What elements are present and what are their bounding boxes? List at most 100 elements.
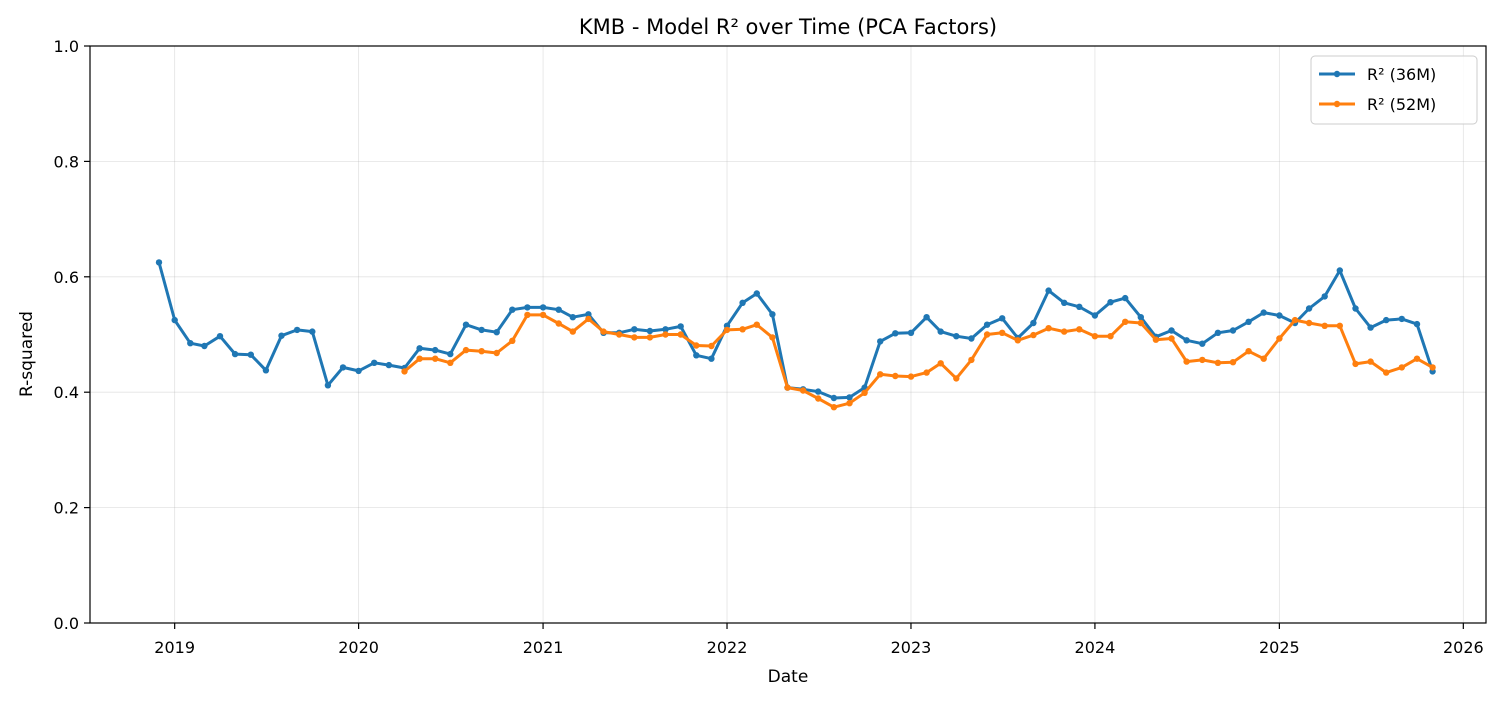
data-point	[1183, 358, 1190, 365]
data-point	[877, 338, 884, 345]
data-point	[462, 321, 470, 328]
data-point	[784, 384, 791, 391]
data-point	[416, 345, 423, 352]
data-point	[1137, 314, 1145, 321]
legend-label: R² (52M)	[1367, 95, 1436, 114]
data-point	[1413, 355, 1421, 362]
data-point	[631, 326, 638, 333]
data-point	[815, 395, 822, 402]
data-point	[493, 329, 500, 336]
data-point	[739, 326, 746, 333]
data-point	[830, 404, 838, 411]
data-point	[799, 387, 807, 394]
data-point	[708, 355, 715, 362]
x-tick-label: 2023	[891, 638, 932, 657]
data-point	[1245, 348, 1252, 355]
data-point	[999, 329, 1006, 336]
data-point	[262, 367, 270, 374]
data-point	[662, 326, 669, 333]
x-axis-title: Date	[768, 667, 809, 687]
data-point	[585, 315, 592, 323]
x-tick-label: 2019	[154, 638, 195, 657]
data-point	[1091, 333, 1099, 340]
data-point	[646, 334, 654, 341]
legend: R² (36M) R² (52M)	[1310, 55, 1478, 125]
data-point	[216, 333, 224, 340]
data-point	[171, 316, 178, 324]
data-point	[662, 331, 669, 338]
data-point	[1413, 320, 1421, 328]
x-tick-label: 2021	[523, 638, 564, 657]
x-tick-label: 2026	[1443, 638, 1484, 657]
data-point	[447, 350, 454, 358]
data-point	[693, 352, 700, 359]
data-point	[877, 371, 884, 378]
data-point	[524, 304, 531, 311]
data-point	[416, 355, 423, 362]
data-point	[937, 360, 944, 367]
data-point	[371, 359, 378, 366]
data-point	[432, 355, 439, 362]
data-point	[1199, 356, 1206, 364]
legend-marker	[1333, 70, 1341, 78]
data-point	[1030, 319, 1037, 327]
data-point	[1352, 305, 1359, 312]
data-point	[1168, 327, 1175, 334]
data-point	[1352, 360, 1359, 368]
data-point	[769, 334, 776, 341]
data-point	[385, 361, 393, 369]
series-layer	[155, 259, 1436, 411]
data-point	[447, 359, 454, 366]
data-point	[1107, 333, 1114, 340]
chart-title: KMB - Model R² over Time (PCA Factors)	[579, 15, 997, 39]
data-point	[1276, 335, 1283, 342]
data-point	[569, 328, 576, 335]
data-point	[1321, 322, 1328, 329]
data-point	[231, 350, 239, 358]
data-point	[509, 306, 516, 313]
data-point	[1137, 319, 1145, 327]
data-point	[861, 389, 868, 396]
data-point	[1229, 327, 1237, 334]
data-point	[1183, 337, 1190, 344]
data-point	[1076, 303, 1083, 310]
data-point	[1229, 359, 1237, 366]
data-point	[1321, 293, 1328, 300]
y-tick-label: 1.0	[54, 37, 79, 56]
data-point	[1122, 318, 1129, 325]
x-axis: 2019 2020 2021 2022 2023 2024 2025 2026	[154, 623, 1484, 657]
data-point	[1336, 267, 1344, 274]
data-point	[1061, 328, 1068, 335]
y-tick-label: 0.6	[54, 268, 79, 287]
data-point	[953, 375, 960, 382]
data-point	[892, 372, 899, 380]
data-point	[1107, 299, 1114, 306]
data-point	[753, 321, 760, 328]
data-point	[1276, 312, 1283, 319]
data-point	[693, 342, 700, 349]
data-point	[907, 329, 915, 336]
data-point	[1367, 324, 1374, 331]
data-point	[983, 331, 991, 338]
data-point	[1061, 299, 1068, 306]
data-point	[1076, 326, 1083, 333]
plot-frame	[89, 45, 1487, 624]
data-point	[739, 299, 746, 306]
data-point	[1214, 359, 1222, 366]
data-point	[201, 342, 208, 350]
data-point	[1168, 335, 1175, 342]
data-point	[999, 315, 1006, 322]
data-point	[1152, 336, 1160, 343]
x-tick-label: 2020	[338, 638, 379, 657]
x-tick-label: 2024	[1075, 638, 1116, 657]
data-point	[846, 400, 853, 407]
data-point	[968, 356, 975, 364]
data-point	[462, 346, 470, 354]
data-point	[646, 327, 654, 335]
data-point	[293, 326, 301, 334]
data-point	[1091, 312, 1099, 319]
data-point	[585, 311, 592, 318]
data-point	[569, 314, 576, 321]
